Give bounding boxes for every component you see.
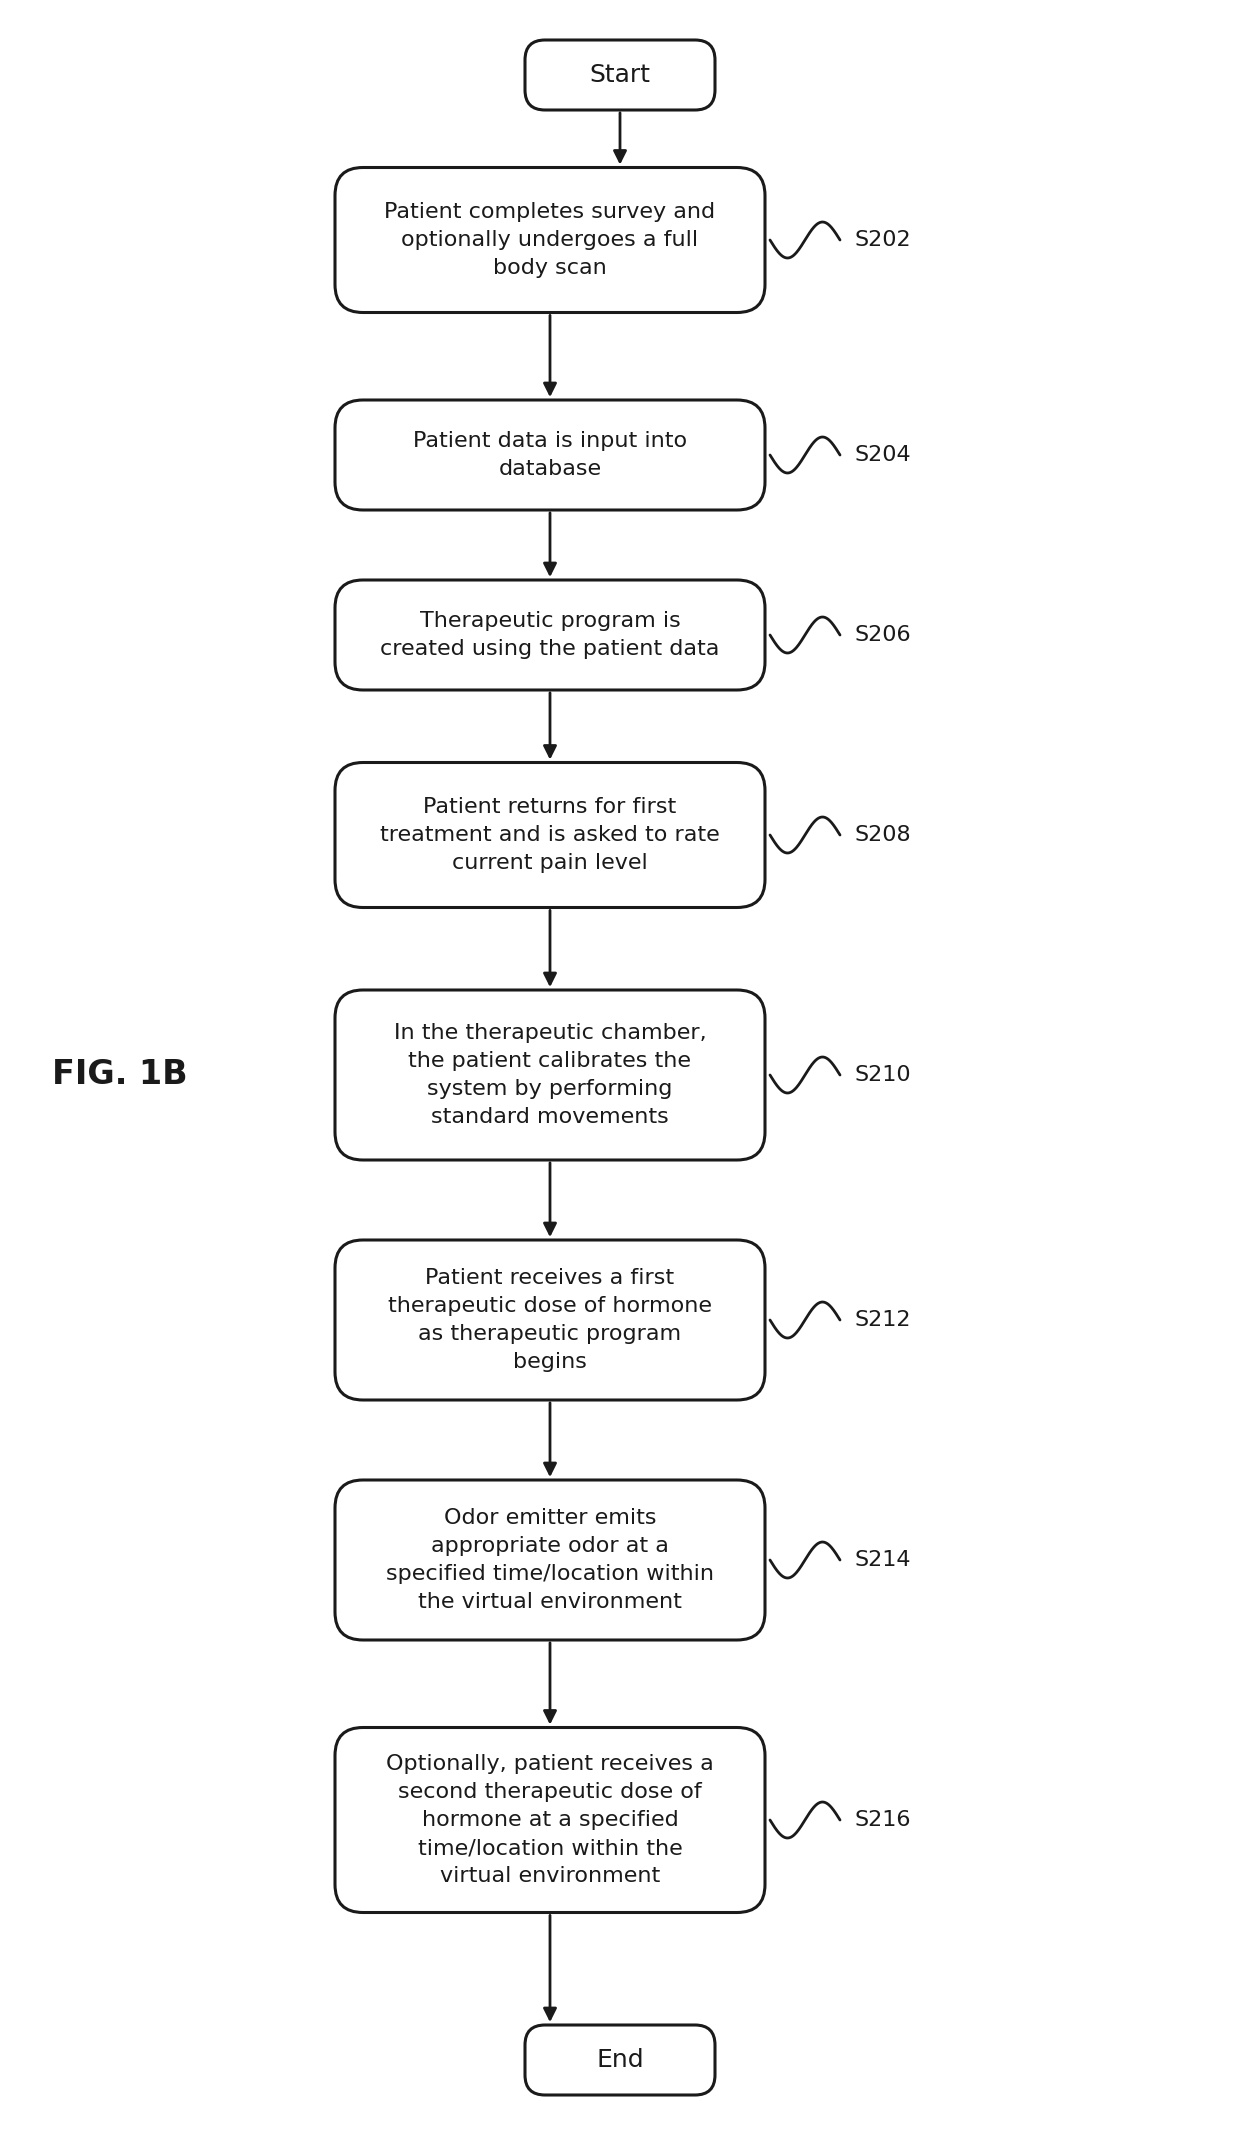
FancyBboxPatch shape xyxy=(525,41,715,110)
Text: S202: S202 xyxy=(856,230,911,249)
Text: S216: S216 xyxy=(856,1809,911,1831)
FancyBboxPatch shape xyxy=(525,2024,715,2095)
Text: End: End xyxy=(596,2048,644,2072)
FancyBboxPatch shape xyxy=(335,763,765,907)
Text: Therapeutic program is
created using the patient data: Therapeutic program is created using the… xyxy=(381,610,719,660)
Text: Patient data is input into
database: Patient data is input into database xyxy=(413,432,687,479)
Text: S214: S214 xyxy=(856,1549,911,1571)
FancyBboxPatch shape xyxy=(335,400,765,509)
Text: Odor emitter emits
appropriate odor at a
specified time/location within
the virt: Odor emitter emits appropriate odor at a… xyxy=(386,1509,714,1612)
FancyBboxPatch shape xyxy=(335,168,765,312)
FancyBboxPatch shape xyxy=(335,1481,765,1640)
Text: S210: S210 xyxy=(856,1066,911,1085)
Text: Start: Start xyxy=(589,62,651,86)
Text: Patient receives a first
therapeutic dose of hormone
as therapeutic program
begi: Patient receives a first therapeutic dos… xyxy=(388,1268,712,1371)
Text: S206: S206 xyxy=(856,625,911,645)
Text: Optionally, patient receives a
second therapeutic dose of
hormone at a specified: Optionally, patient receives a second th… xyxy=(386,1754,714,1887)
FancyBboxPatch shape xyxy=(335,580,765,690)
FancyBboxPatch shape xyxy=(335,1240,765,1399)
Text: FIG. 1B: FIG. 1B xyxy=(52,1059,187,1092)
FancyBboxPatch shape xyxy=(335,1728,765,1913)
FancyBboxPatch shape xyxy=(335,991,765,1160)
Text: S212: S212 xyxy=(856,1311,911,1330)
Text: In the therapeutic chamber,
the patient calibrates the
system by performing
stan: In the therapeutic chamber, the patient … xyxy=(393,1023,707,1126)
Text: Patient returns for first
treatment and is asked to rate
current pain level: Patient returns for first treatment and … xyxy=(381,797,720,872)
Text: S208: S208 xyxy=(856,825,911,845)
Text: Patient completes survey and
optionally undergoes a full
body scan: Patient completes survey and optionally … xyxy=(384,202,715,277)
Text: S204: S204 xyxy=(856,445,911,464)
